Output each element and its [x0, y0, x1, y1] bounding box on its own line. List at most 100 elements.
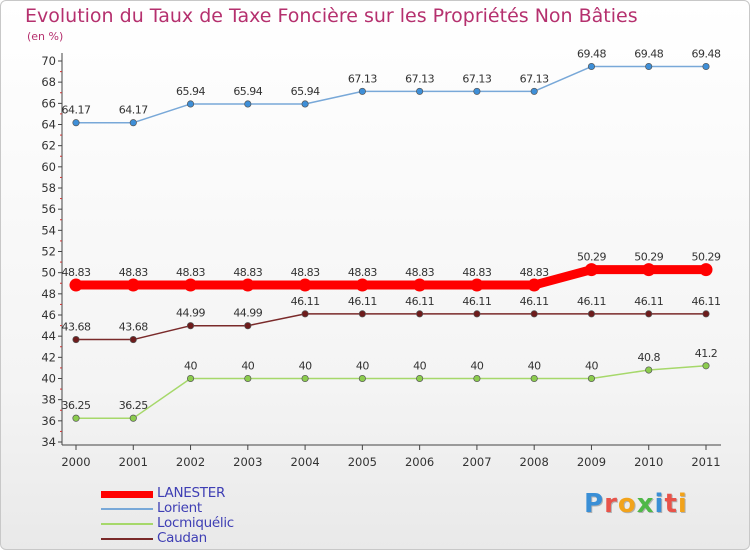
y-tick-label: 40: [41, 372, 56, 386]
y-tick-label: 48: [41, 287, 56, 301]
legend-label: Lorient: [157, 500, 202, 516]
brand-letter: r: [604, 489, 618, 519]
data-point-caudan: [587, 310, 596, 318]
x-tick-label: 2005: [348, 455, 377, 469]
data-label-lanester: 48.83: [348, 266, 377, 279]
legend-label: Locmiquélic: [157, 515, 234, 531]
y-tick-label: 52: [41, 245, 56, 259]
data-point-lorient: [473, 87, 481, 95]
y-tick-label: 34: [41, 435, 56, 449]
x-tick-label: 2009: [577, 455, 606, 469]
data-point-locmiqu-lic: [72, 414, 80, 422]
data-label-caudan: 46.11: [348, 295, 377, 308]
data-point-locmiqu-lic: [244, 374, 252, 383]
series-markers: [69, 62, 713, 422]
data-label-locmiqu-lic: 40: [241, 360, 254, 373]
series-line-locmiqu-lic: [75, 365, 707, 419]
data-label-lanester: 48.83: [62, 266, 91, 279]
data-point-caudan: [186, 322, 195, 330]
legend-label: Caudan: [157, 530, 207, 546]
data-point-caudan: [416, 310, 424, 318]
data-point-lorient: [301, 100, 309, 108]
chart-title: Evolution du Taux de Taxe Foncière sur l…: [25, 5, 638, 27]
brand-letter: x: [636, 489, 655, 519]
data-point-lorient: [72, 119, 80, 127]
y-tick-label: 62: [41, 139, 56, 153]
data-label-lorient: 69.48: [577, 48, 606, 61]
x-tick-label: 2004: [290, 455, 319, 469]
data-label-lanester: 48.83: [520, 266, 549, 279]
data-label-locmiqu-lic: 40: [470, 360, 483, 373]
y-tick-label: 58: [41, 181, 56, 195]
data-point-caudan: [645, 310, 653, 318]
data-label-caudan: 43.68: [119, 321, 148, 334]
data-label-lorient: 65.94: [176, 85, 205, 98]
data-label-locmiqu-lic: 40: [299, 360, 312, 373]
data-point-lorient: [244, 100, 252, 108]
data-point-locmiqu-lic: [702, 362, 710, 370]
data-label-lanester: 50.29: [577, 251, 606, 264]
data-label-lorient: 64.17: [119, 104, 148, 117]
data-point-caudan: [301, 310, 309, 318]
data-point-lanester: [699, 263, 713, 277]
data-point-lanester: [642, 263, 656, 277]
legend-swatch: [101, 538, 153, 540]
data-label-caudan: 46.11: [634, 295, 663, 308]
y-tick-label: 38: [41, 393, 56, 407]
data-point-locmiqu-lic: [473, 374, 481, 383]
data-label-locmiqu-lic: 40: [528, 360, 541, 373]
data-label-caudan: 43.68: [62, 321, 91, 334]
axes: 34 36 38 40 42 44 46 48 50 52 54 56 58 60 62 64 66 68 70 20…: [41, 53, 721, 469]
y-tick-label: 68: [41, 75, 56, 89]
data-label-caudan: 46.11: [405, 295, 434, 308]
data-label-caudan: 46.11: [692, 295, 721, 308]
data-point-caudan: [530, 310, 538, 318]
y-tick-label: 46: [41, 308, 56, 322]
data-point-caudan: [244, 322, 252, 330]
data-point-lanester: [527, 278, 541, 292]
legend-swatch: [101, 508, 153, 510]
data-point-lorient: [129, 119, 137, 127]
x-tick-label: 2003: [233, 455, 262, 469]
data-label-locmiqu-lic: 40: [413, 360, 426, 373]
data-point-lorient: [358, 87, 366, 95]
y-tick-label: 64: [41, 118, 56, 132]
data-label-locmiqu-lic: 36.25: [62, 399, 91, 412]
data-label-locmiqu-lic: 36.25: [119, 399, 148, 412]
y-tick-label: 60: [41, 160, 56, 174]
x-tick-label: 2010: [634, 455, 663, 469]
data-label-lorient: 67.13: [348, 72, 377, 85]
legend-swatch: [101, 490, 153, 498]
brand-letter: o: [617, 489, 637, 519]
series-line-caudan: [75, 313, 707, 341]
data-point-caudan: [358, 310, 366, 318]
x-tick-label: 2000: [61, 455, 90, 469]
x-tick-label: 2007: [462, 455, 491, 469]
data-label-locmiqu-lic: 40.8: [637, 351, 660, 364]
data-label-lorient: 67.13: [405, 72, 434, 85]
y-tick-label: 42: [41, 350, 56, 364]
data-point-lanester: [298, 278, 312, 292]
data-label-lorient: 65.94: [233, 85, 262, 98]
data-label-lorient: 67.13: [520, 72, 549, 85]
data-point-lanester: [470, 278, 484, 292]
data-label-caudan: 44.99: [233, 307, 262, 320]
data-point-caudan: [72, 336, 80, 344]
data-point-locmiqu-lic: [587, 374, 596, 383]
data-point-lanester: [69, 278, 83, 292]
data-point-locmiqu-lic: [416, 374, 424, 383]
brand-logo: Proxiti: [584, 489, 688, 519]
data-point-locmiqu-lic: [530, 374, 538, 383]
y-tick-label: 70: [41, 54, 56, 68]
data-point-lanester: [355, 278, 369, 292]
data-label-lorient: 69.48: [634, 48, 663, 61]
data-label-locmiqu-lic: 41.2: [695, 347, 718, 360]
data-point-lorient: [702, 62, 710, 71]
data-point-locmiqu-lic: [129, 414, 137, 422]
data-label-caudan: 46.11: [291, 295, 320, 308]
data-labels: 64.17 64.17 65.94 65.94 65.94 67.13 67.13 67.13…: [62, 48, 722, 413]
data-point-lorient: [587, 62, 596, 71]
data-label-lanester: 48.83: [176, 266, 205, 279]
data-point-locmiqu-lic: [301, 374, 309, 383]
series-line-lanester: [71, 265, 711, 290]
